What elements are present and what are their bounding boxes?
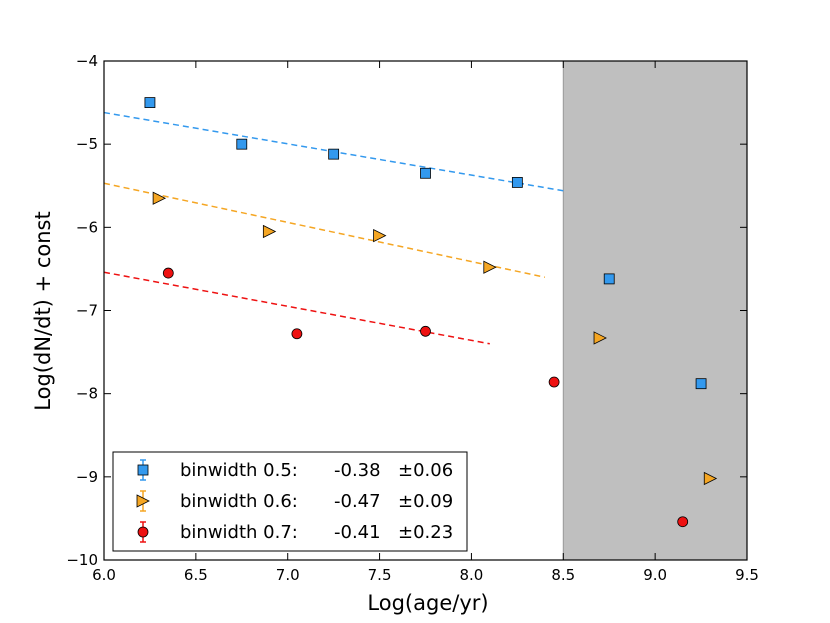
legend-label-3: binwidth 0.7: <box>180 522 298 543</box>
data-point-s1-4 <box>420 167 431 179</box>
shaded-region <box>562 60 748 561</box>
legend-slope-2: -0.47 <box>334 491 381 512</box>
data-point-s1-5 <box>511 177 523 188</box>
legend-box <box>112 451 468 552</box>
legend-error-1: ±0.06 <box>398 460 453 481</box>
legend-slope-1: -0.38 <box>334 460 381 481</box>
y-axis-label: Log(dN/dt) + const <box>31 211 55 410</box>
axes: 6.0 6.5 7.0 7.5 8.0 8.5 9.0 9.5 −4 −5 −6 −7 −8 −9 −10 <box>66 52 759 584</box>
x-tick-label: 8.0 <box>459 566 483 584</box>
y-tick-label: −4 <box>76 52 98 70</box>
fit-line-2 <box>103 182 546 278</box>
y-tick-label: −9 <box>76 468 98 486</box>
data-point-s1-1 <box>144 97 156 108</box>
data-point-s2-3 <box>373 229 387 243</box>
data-point-s3-2 <box>291 328 303 340</box>
legend: binwidth 0.5: -0.38 ±0.06 binwidth 0.6: -0.4… <box>112 451 468 552</box>
x-tick-label: 6.5 <box>184 566 208 584</box>
x-tick-label: 7.5 <box>368 566 392 584</box>
legend-slope-3: -0.41 <box>334 522 381 543</box>
data-point-s1-6 <box>603 273 615 285</box>
plot-area <box>103 60 748 561</box>
x-axis-label: Log(age/yr) <box>367 591 488 615</box>
data-point-s2-2 <box>262 224 277 239</box>
y-tick-label: −5 <box>76 135 98 153</box>
x-tick-label: 9.5 <box>735 566 759 584</box>
data-point-s2-4 <box>483 260 497 274</box>
legend-marker-1 <box>137 464 149 476</box>
y-tick-label: −7 <box>76 302 98 320</box>
y-tick-label: −6 <box>76 218 98 236</box>
legend-label-1: binwidth 0.5: <box>180 460 298 481</box>
legend-label-2: binwidth 0.6: <box>180 491 298 512</box>
legend-error-3: ±0.23 <box>398 522 453 543</box>
data-point-s1-2 <box>236 138 248 150</box>
x-tick-label: 6.0 <box>92 566 116 584</box>
y-tick-label: −10 <box>66 551 98 569</box>
data-point-s2-1 <box>152 191 167 205</box>
data-point-s3-3 <box>420 325 431 337</box>
data-point-s3-5 <box>677 516 689 528</box>
x-tick-label: 9.0 <box>643 566 667 584</box>
legend-error-2: ±0.09 <box>398 491 453 512</box>
data-point-s1-3 <box>328 148 340 160</box>
x-tick-label: 8.5 <box>551 566 575 584</box>
y-tick-label: −8 <box>76 385 98 403</box>
data-point-s2-6 <box>703 471 718 486</box>
data-point-s3-4 <box>548 376 560 388</box>
data-point-s1-7 <box>695 378 707 390</box>
legend-marker-3 <box>137 526 149 538</box>
data-point-s3-1 <box>162 267 174 279</box>
fit-line-3 <box>103 271 490 345</box>
data-point-s2-5 <box>593 331 607 345</box>
legend-marker-2 <box>136 494 150 508</box>
x-tick-label: 7.0 <box>276 566 300 584</box>
